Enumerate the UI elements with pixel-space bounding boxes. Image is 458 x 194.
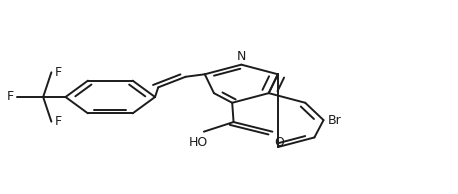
Text: F: F <box>55 115 62 128</box>
Text: F: F <box>55 66 62 79</box>
Text: F: F <box>6 90 13 104</box>
Text: N: N <box>237 50 246 63</box>
Text: HO: HO <box>188 136 207 149</box>
Text: Br: Br <box>328 114 342 127</box>
Text: O: O <box>275 136 284 149</box>
